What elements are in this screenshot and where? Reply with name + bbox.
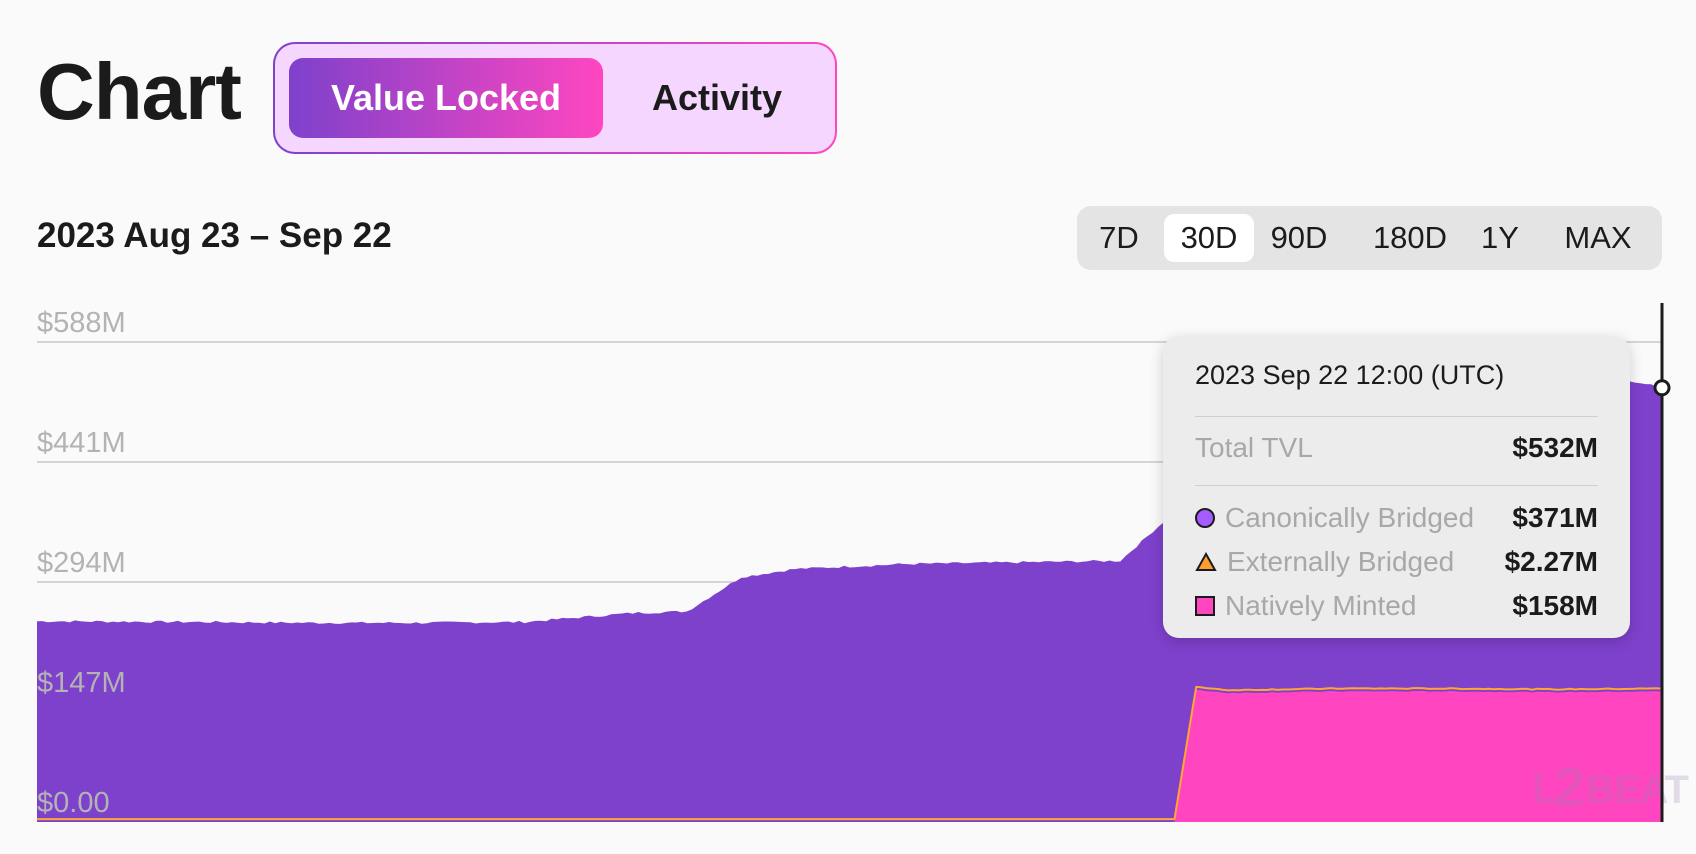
tab-value-locked[interactable]: Value Locked [289,58,603,138]
svg-text:BEAT: BEAT [1586,768,1688,812]
date-range-label: 2023 Aug 23 – Sep 22 [37,216,392,255]
triangle-marker-icon [1195,552,1217,571]
y-tick-label: $588M [37,307,126,339]
tooltip-date: 2023 Sep 22 12:00 (UTC) [1195,360,1505,390]
range-30d-button[interactable]: 30D [1164,214,1254,262]
tooltip-row-label: Canonically Bridged [1225,502,1475,533]
hover-point [1653,379,1671,397]
range-7d-button[interactable]: 7D [1099,220,1139,255]
page-title: Chart [37,47,242,136]
tab-activity[interactable]: Activity [651,77,783,118]
area-natively-minted [37,689,1662,822]
svg-text:L: L [1532,764,1558,813]
tooltip-row-externally-bridged: Externally Bridged $2.27M [1195,540,1598,584]
tooltip-divider [1195,485,1598,486]
square-marker-icon [1195,596,1215,616]
tooltip-divider [1195,416,1598,417]
range-180d-button[interactable]: 180D [1372,220,1448,255]
range-90d-button[interactable]: 90D [1270,220,1328,255]
y-tick-label: $0.00 [37,787,110,819]
chart-tooltip: 2023 Sep 22 12:00 (UTC) Total TVL $532M … [1163,336,1630,638]
tooltip-total-row: Total TVL $532M [1195,421,1598,475]
tooltip-total-value: $532M [1512,432,1598,463]
y-tick-label: $441M [37,427,126,459]
tooltip-row-natively-minted: Natively Minted $158M [1195,584,1598,628]
tooltip-row-label: Natively Minted [1225,590,1417,621]
range-1y-button[interactable]: 1Y [1481,220,1519,255]
range-max-button[interactable]: MAX [1564,220,1632,255]
circle-marker-icon [1195,508,1215,528]
tooltip-row-value: $158M [1512,590,1598,621]
tooltip-row-value: $2.27M [1504,546,1598,577]
tooltip-total-label: Total TVL [1195,432,1313,463]
svg-text:2: 2 [1554,755,1585,818]
tooltip-row-label: Externally Bridged [1227,546,1455,577]
view-toggle: Value Locked Activity [273,42,837,154]
y-axis-ticks: $0.00 $147M $294M $441M $588M [37,307,126,819]
l2beat-watermark: L 2 BEAT [1532,755,1689,818]
line-externally-bridged [37,685,1663,821]
tooltip-row-value: $371M [1512,502,1598,533]
tooltip-row-canonically-bridged: Canonically Bridged $371M [1195,496,1598,540]
time-range-selector: 7D 30D 90D 180D 1Y MAX [1077,206,1662,270]
y-tick-label: $294M [37,547,126,579]
y-tick-label: $147M [37,667,126,699]
